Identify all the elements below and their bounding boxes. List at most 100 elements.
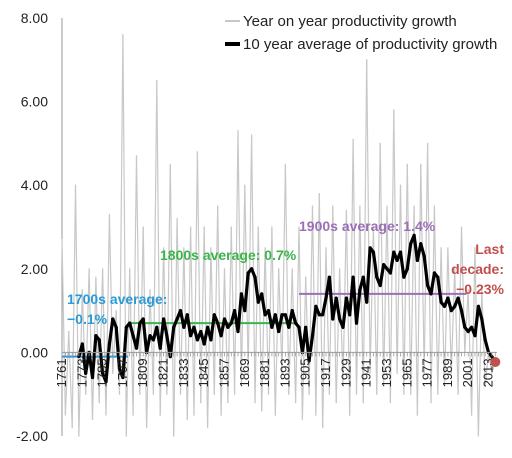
annotations: 1700s average: −0.1% 1800s average: 0.7%… — [67, 218, 505, 327]
ten-year-average-segment — [260, 292, 267, 317]
ten-year-average-segment — [185, 313, 193, 338]
ten-year-average-segment — [436, 275, 443, 304]
year-on-year-segment — [227, 226, 232, 404]
ten-year-average-segment — [405, 242, 413, 271]
ten-year-average-segment — [243, 271, 250, 313]
year-on-year-segment — [68, 330, 73, 429]
year-on-year-segment — [234, 130, 239, 395]
year-on-year-segment — [81, 289, 87, 395]
ten-year-average-segment — [480, 317, 487, 342]
ten-year-average-segment — [107, 317, 115, 346]
year-on-year-segment — [247, 134, 253, 374]
year-on-year-segment — [101, 268, 107, 416]
year-on-year-segment — [132, 155, 138, 416]
year-on-year-segment — [308, 205, 314, 395]
year-on-year-segment — [78, 289, 83, 437]
year-on-year-segment — [335, 268, 341, 404]
year-on-year-segment — [437, 247, 442, 395]
year-on-year-segment — [325, 247, 330, 395]
ten-year-average-segment — [307, 334, 315, 363]
x-tick-label: 1881 — [257, 358, 272, 387]
x-tick-label: 1869 — [237, 358, 252, 387]
year-on-year-segment — [457, 226, 463, 395]
y-tick-label: -2.00 — [16, 428, 48, 444]
ten-year-average-segment — [429, 271, 436, 296]
year-on-year-segment — [193, 151, 198, 416]
annotation-1700s-line2: −0.1% — [67, 311, 108, 327]
year-on-year-segment — [88, 268, 94, 420]
x-tick-label: 1953 — [379, 358, 394, 387]
ten-year-average-segment — [90, 334, 98, 380]
year-on-year-segment — [322, 247, 327, 429]
x-tick-label: 1845 — [196, 358, 211, 387]
ten-year-average-segment — [114, 325, 122, 371]
year-on-year-segment — [352, 138, 358, 395]
year-on-year-segment — [261, 247, 266, 412]
ten-year-average-segment — [378, 263, 386, 288]
ten-year-average-segment — [168, 325, 176, 359]
year-on-year-segment — [213, 205, 219, 395]
year-on-year-segment — [223, 268, 229, 404]
year-on-year-segment — [443, 247, 449, 387]
annotation-last-decade-line2: decade: — [451, 261, 504, 277]
year-on-year-segment — [220, 268, 226, 416]
year-on-year-segment — [464, 289, 469, 353]
year-on-year-segment — [118, 34, 124, 395]
year-on-year-segment — [416, 163, 422, 416]
annotation-1900s: 1900s average: 1.4% — [299, 218, 436, 234]
x-tick-label: 1977 — [420, 358, 435, 387]
year-on-year-segment — [254, 226, 259, 404]
year-on-year-segment — [284, 163, 290, 395]
year-on-year-segment — [112, 310, 117, 374]
y-tick-label: 4.00 — [21, 177, 48, 193]
year-on-year-segment — [433, 205, 439, 395]
ten-year-average-segment — [388, 250, 396, 275]
year-on-year-segment — [298, 226, 303, 420]
year-on-year-segment — [267, 226, 273, 395]
ten-year-average-segment — [456, 296, 464, 313]
ten-year-average-segment — [310, 304, 318, 338]
ten-year-average-segment — [236, 292, 243, 334]
ten-year-average-segment — [141, 317, 149, 354]
x-tick-label: 1941 — [359, 358, 374, 387]
year-on-year-segment — [379, 142, 385, 387]
ten-year-average-segment — [145, 334, 152, 354]
year-on-year-segment — [362, 59, 368, 404]
legend: Year on year productivity growth 10 year… — [225, 13, 497, 53]
y-tick-label: 0.00 — [21, 344, 48, 360]
ten-year-average-segment — [334, 296, 342, 321]
year-on-year-segment — [203, 226, 209, 429]
annotation-last-decade-line3: −0.23% — [456, 281, 504, 297]
x-tick-label: 1809 — [135, 358, 150, 387]
x-tick-label: 1989 — [440, 358, 455, 387]
year-on-year-segment — [406, 163, 412, 395]
year-on-year-segment — [366, 59, 371, 374]
year-on-year-segment — [450, 268, 456, 374]
year-on-year-segment — [315, 193, 320, 416]
ten-year-average-segment — [476, 304, 484, 321]
annotation-last-decade-line1: Last — [475, 241, 504, 257]
year-on-year-segment — [264, 247, 270, 395]
year-on-year-segment — [383, 205, 388, 387]
year-on-year-segment — [146, 289, 151, 429]
year-on-year-segment — [98, 268, 104, 404]
year-on-year-segment — [291, 268, 297, 404]
year-on-year-segment — [129, 268, 134, 416]
x-tick-label: 1833 — [176, 358, 191, 387]
year-on-year-segment — [281, 163, 286, 374]
x-tick-label: 1965 — [399, 358, 414, 387]
year-on-year-segment — [61, 238, 67, 416]
ten-year-average-segment — [473, 304, 480, 338]
year-on-year-segment — [64, 330, 70, 416]
ten-year-average-segment — [419, 242, 426, 258]
annotation-1700s-line1: 1700s average: — [67, 291, 167, 307]
x-tick-label: 1905 — [298, 358, 313, 387]
last-decade-marker — [490, 357, 501, 368]
year-on-year-segment — [135, 155, 141, 395]
year-on-year-segment — [386, 205, 391, 404]
annotation-1800s: 1800s average: 0.7% — [160, 247, 297, 263]
year-on-year-segment — [393, 109, 398, 374]
y-tick-label: 6.00 — [21, 94, 48, 110]
year-on-year-segment — [190, 226, 195, 416]
ten-year-average-segment — [253, 275, 260, 304]
